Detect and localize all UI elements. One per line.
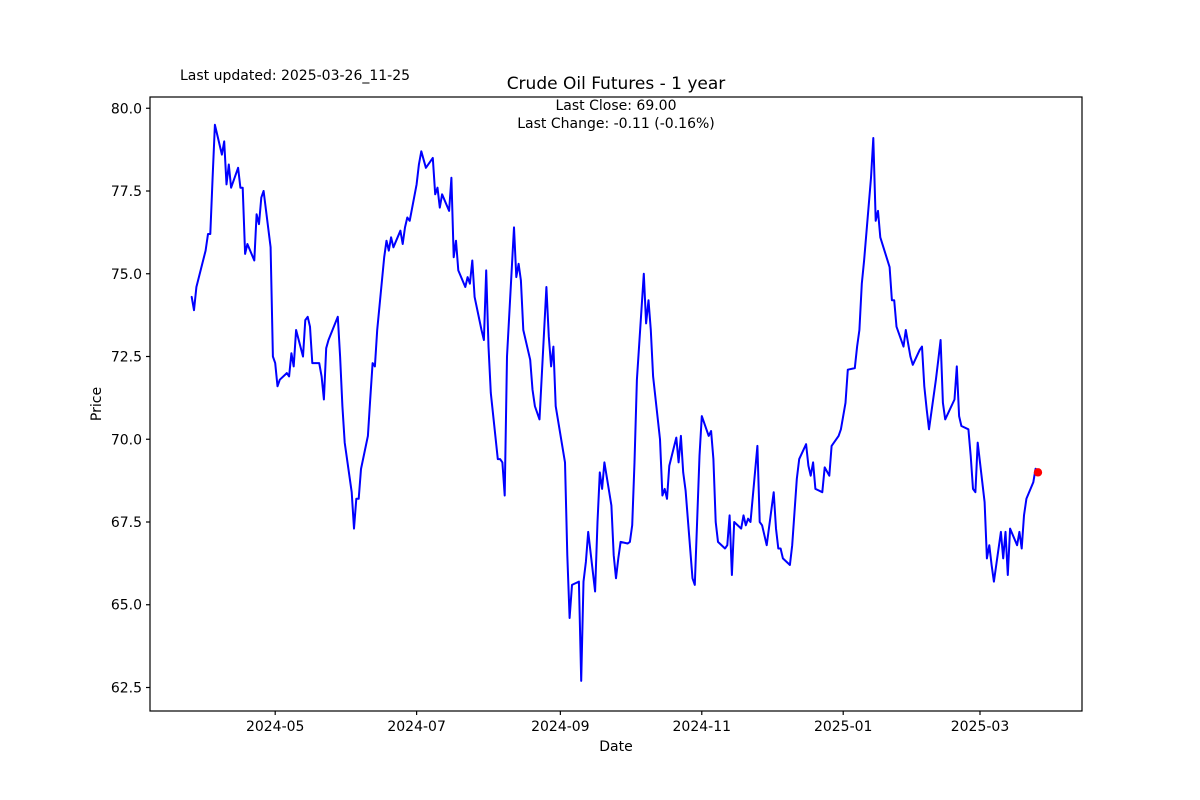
x-tick-label: 2025-01 [814, 719, 873, 735]
y-tick-label: 80.0 [111, 101, 142, 117]
x-tick-label: 2024-07 [387, 719, 446, 735]
last-change-annotation: Last Change: -0.11 (-0.16%) [517, 116, 715, 132]
x-tick-label: 2025-03 [951, 719, 1010, 735]
last-close-marker [1033, 468, 1043, 477]
y-axis-label: Price [89, 386, 105, 422]
y-tick-label: 77.5 [111, 184, 142, 200]
chart-title: Crude Oil Futures - 1 year [506, 74, 726, 94]
y-tick-label: 62.5 [111, 680, 142, 696]
y-tick-label: 65.0 [111, 598, 142, 614]
axes-frame [149, 96, 1083, 712]
y-tick-label: 67.5 [111, 515, 142, 531]
price-line [190, 123, 1039, 682]
y-tick-label: 70.0 [111, 432, 142, 448]
last-close-annotation: Last Close: 69.00 [555, 98, 677, 114]
x-axis-label: Date [599, 739, 633, 755]
y-tick-label: 72.5 [111, 350, 142, 366]
x-tick-label: 2024-11 [673, 719, 732, 735]
y-tick-label: 75.0 [111, 267, 142, 283]
x-tick-label: 2024-05 [246, 719, 305, 735]
x-tick-label: 2024-09 [531, 719, 590, 735]
last-updated-text: Last updated: 2025-03-26_11-25 [180, 68, 411, 84]
